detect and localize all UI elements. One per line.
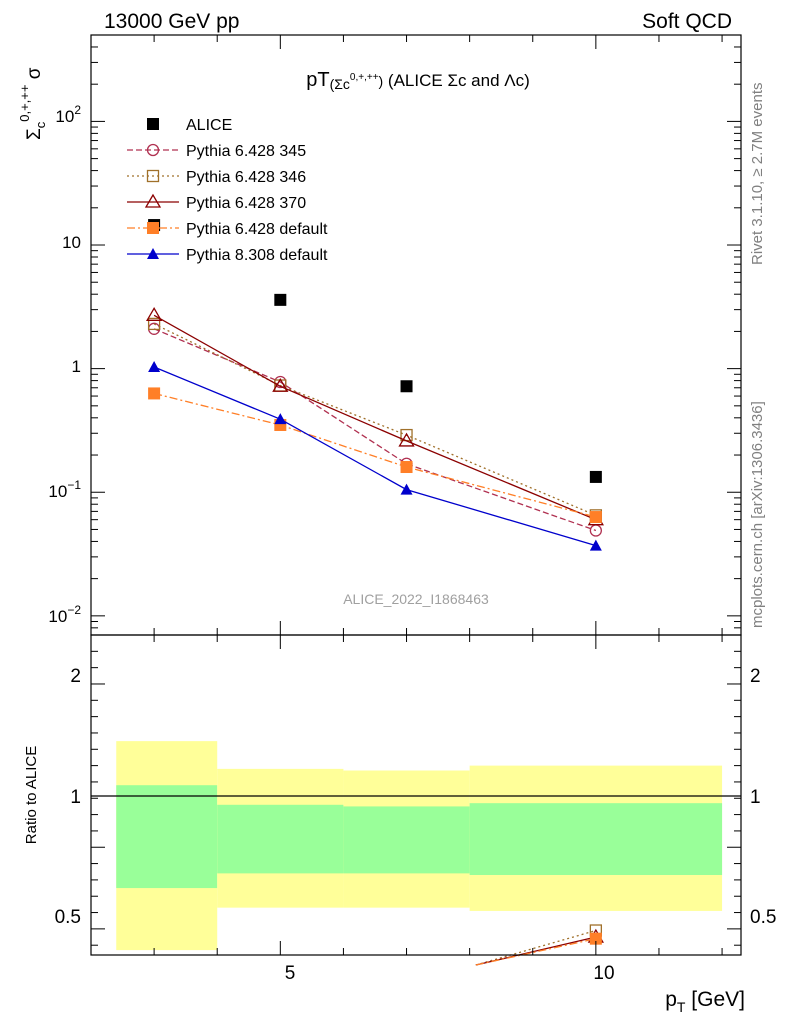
data-point-pythia-8-308-default-2: [400, 483, 413, 495]
legend-item-pythia-8-308-default: Pythia 8.308 default: [127, 247, 328, 264]
legend-item-alice: ALICE: [147, 117, 232, 134]
legend-label-pythia-6-428-370: Pythia 6.428 370: [186, 195, 306, 212]
legend-marker-pythia-6-428-370: [144, 193, 162, 208]
legend-label-pythia-6-428-345: Pythia 6.428 345: [186, 143, 306, 160]
data-point-pythia-8-308-default-0: [148, 361, 161, 373]
series-line-pythia-6-428-345: [153, 328, 597, 532]
rivet-label: Rivet 3.1.10, ≥ 2.7M events: [749, 83, 766, 266]
data-point-pythia-6-428-default-2: [400, 461, 413, 474]
y-tick-label-10: 10: [62, 233, 81, 252]
ratio-point-pythia-6-428-default-0: [589, 932, 602, 945]
legend-marker-pythia-6-428-345: [146, 143, 160, 157]
ratio-y-tick-2-right: 2: [750, 666, 761, 687]
series-line-pythia-6-428-346: [153, 323, 597, 516]
legend-marker-pythia-6-428-346: [146, 169, 160, 183]
ratio-line-pythia-6-428-default: [475, 938, 596, 966]
x-axis-label: pT [GeV]: [665, 988, 745, 1015]
ratio-plot-frame: [90, 634, 742, 956]
main-title: pT(Σc0,+,++) (ALICE Σc and Λc): [306, 69, 530, 92]
data-point-alice-1: [274, 293, 287, 306]
y-tick-label-1: 1: [72, 357, 81, 376]
data-point-pythia-6-428-default-3: [589, 511, 602, 524]
ratio-line-pythia-6-428-346: [475, 929, 597, 966]
ratio-inner-band-1: [217, 804, 344, 874]
data-point-pythia-8-308-default-1: [274, 413, 287, 425]
legend-label-pythia-6-428-346: Pythia 6.428 346: [186, 169, 306, 186]
legend-marker-alice: [147, 118, 159, 130]
data-point-alice-3: [589, 470, 602, 483]
ratio-y-tick-1: 1: [70, 787, 81, 808]
data-point-pythia-6-428-default-0: [148, 387, 161, 400]
legend-item-pythia-6-428-default: Pythia 6.428 default: [127, 221, 328, 238]
mcplots-label: mcplots.cern.ch [arXiv:1306.3436]: [749, 401, 766, 628]
title-sup: 0,+,++: [350, 72, 379, 83]
legend: ALICE Pythia 6.428 345 Pythia 6.428 346 Pyt…: [127, 117, 328, 264]
ratio-y-tick-2: 2: [70, 666, 81, 687]
title-sub2: ): [379, 73, 384, 89]
header-left: 13000 GeV pp: [104, 10, 239, 33]
legend-label-alice: ALICE: [186, 117, 232, 134]
axis-ticks: [91, 34, 741, 955]
series-line-pythia-8-308-default: [153, 366, 597, 547]
header-right: Soft QCD: [642, 10, 732, 33]
y-tick-label-100: 102: [55, 103, 81, 126]
analysis-watermark: ALICE_2022_I1868463: [343, 591, 489, 607]
ratio-bands: [116, 741, 723, 951]
legend-item-pythia-6-428-346: Pythia 6.428 346: [127, 169, 306, 186]
data-point-alice-2: [400, 380, 413, 393]
legend-item-pythia-6-428-345: Pythia 6.428 345: [127, 143, 306, 160]
legend-item-pythia-6-428-370: Pythia 6.428 370: [127, 193, 306, 212]
title-sub1: (Σc: [330, 76, 350, 92]
title-tail: (ALICE Σc and Λc): [383, 71, 530, 90]
data-point-pythia-6-428-346-0: [147, 317, 161, 331]
data-point-pythia-8-308-default-3: [589, 539, 602, 551]
y-axis-label: Σc0,+,++ σ: [17, 67, 48, 140]
data-point-pythia-6-428-370-2: [398, 432, 415, 447]
legend-label-pythia-8-308-default: Pythia 8.308 default: [186, 247, 328, 264]
legend-marker-pythia-8-308-default: [147, 248, 159, 259]
data-point-pythia-6-428-370-1: [272, 377, 289, 392]
legend-label-pythia-6-428-default: Pythia 6.428 default: [186, 221, 328, 238]
ratio-inner-band-0: [116, 785, 218, 889]
y-tick-label-0.1: 10−1: [48, 478, 81, 501]
ratio-inner-band-2: [343, 806, 470, 874]
ratio-y-axis-label: Ratio to ALICE: [23, 746, 40, 844]
y-tick-label-0.01: 10−2: [48, 603, 81, 626]
x-tick-10: 10: [593, 963, 614, 984]
series-line-pythia-6-428-default: [153, 392, 597, 518]
title-main: pT: [306, 69, 329, 91]
data-point-pythia-6-428-370-0: [145, 307, 163, 321]
series-line-pythia-6-428-370: [153, 314, 597, 521]
legend-marker-pythia-6-428-default: [147, 222, 159, 234]
ratio-y-tick-0.5-right: 0.5: [750, 907, 776, 928]
ratio-marks: [475, 924, 604, 966]
svg-text:Σc0,+,++ σ: Σc0,+,++ σ: [17, 67, 48, 140]
ratio-inner-band-3: [469, 803, 723, 875]
main-marks: [145, 219, 604, 551]
ratio-y-tick-1-right: 1: [750, 787, 761, 808]
ratio-y-tick-0.5: 0.5: [55, 907, 81, 928]
x-tick-5: 5: [285, 963, 296, 984]
